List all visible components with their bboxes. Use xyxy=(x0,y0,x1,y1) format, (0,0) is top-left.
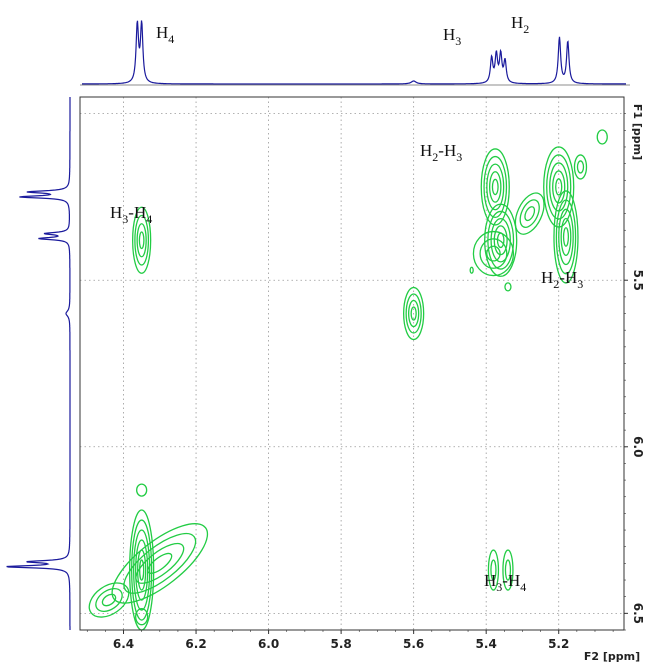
diagonal-ridge xyxy=(135,542,185,584)
diagonal-peak-6-35 xyxy=(131,519,153,621)
plot-border xyxy=(79,96,625,631)
small-contour xyxy=(136,483,148,497)
cross-peak-label: H3-H4 xyxy=(110,203,152,226)
projection-peak-label: H3 xyxy=(443,25,461,48)
grid-lines xyxy=(80,97,624,630)
f1-axis-label: F1 [ppm] xyxy=(631,104,644,160)
cross-peak-h3-h4-upper xyxy=(138,231,145,250)
cross-peak-h2-h3-c xyxy=(479,238,508,269)
f2-projection-trace xyxy=(82,20,626,85)
cross-peak-h2-h3-a xyxy=(491,178,499,196)
diagonal-peak-5-60 xyxy=(408,299,420,328)
f1-tick-label: 6.0 xyxy=(631,436,645,457)
diagonal-peak-5-60 xyxy=(410,306,417,321)
cross-peak-h2-h3-c xyxy=(472,230,515,277)
cross-peak-tail xyxy=(573,154,588,180)
cross-peak-h3-h4-lower-a xyxy=(490,559,497,581)
cross-peak-h2-h3-a xyxy=(486,163,505,211)
projection-peak-labels: H4 H3 H2 xyxy=(156,13,529,48)
cross-peak-h2-h3-e xyxy=(553,190,579,284)
f2-projection-panel xyxy=(82,20,626,85)
cross-peak-label: H2-H3 xyxy=(541,268,583,291)
diagonal-peak-5-60 xyxy=(403,286,425,341)
diagonal-ridge xyxy=(147,552,173,574)
cross-peak-h3-h4-upper xyxy=(136,223,147,258)
cross-peak-h2-h3-d xyxy=(555,178,563,196)
cross-peak-h2-h3-e xyxy=(560,217,572,256)
diagonal-ridge xyxy=(111,523,209,604)
cross-peak-h2-h3-c xyxy=(486,245,501,262)
diagonal-peak-6-35 xyxy=(133,529,151,611)
cross-peak-label: H2-H3 xyxy=(420,141,462,164)
cross-peak-h2-h3-e xyxy=(555,199,577,275)
cross-peak-h2-h3-b xyxy=(490,217,511,263)
diagonal-ridge-lower xyxy=(88,582,130,618)
f2-tick-label: 6.2 xyxy=(185,637,206,651)
cross-peak-h3-h4-upper xyxy=(132,206,152,274)
cross-peak-h2-h3-b xyxy=(493,225,508,256)
f2-tick-label: 5.6 xyxy=(403,637,424,651)
cross-peak-h2-h3-e xyxy=(558,208,574,266)
cross-peak-h3-h4-lower-b xyxy=(504,559,512,581)
f2-tick-label: 6.4 xyxy=(113,637,134,651)
cross-peak-bridge xyxy=(514,192,545,235)
contour-plot xyxy=(88,129,608,631)
diagonal-ridge-lower xyxy=(95,588,123,613)
diagonal-ridge xyxy=(123,532,197,594)
cross-peak-h2-h3-a xyxy=(480,148,510,226)
cross-peak-h2-h3-e xyxy=(562,227,570,247)
small-contour xyxy=(135,608,149,626)
cross-peak-h2-h3-a xyxy=(489,171,502,203)
projection-peak-label: H4 xyxy=(156,23,174,46)
diagonal-peak-5-60 xyxy=(405,293,422,334)
cross-peak-h2-h3-d xyxy=(552,170,566,204)
projection-peak-label: H2 xyxy=(511,13,529,36)
cross-peak-h3-h4-upper xyxy=(134,214,150,266)
f1-projection-panel xyxy=(6,97,71,630)
f1-axis-ticks: 5.5 6.0 6.5 xyxy=(624,113,645,631)
cross-peak-labels: H3-H4 H2-H3 H2-H3 H3-H4 xyxy=(110,141,583,594)
diagonal-ridge-lower xyxy=(101,593,117,607)
f1-tick-label: 5.5 xyxy=(631,270,645,291)
cross-peak-label: H3-H4 xyxy=(484,571,526,594)
cross-peak-h2-h3-d xyxy=(546,154,572,220)
cross-peak-tail xyxy=(576,160,585,174)
small-contour xyxy=(504,282,512,292)
cross-peak-bridge xyxy=(519,199,540,228)
f2-tick-label: 5.2 xyxy=(548,637,569,651)
f2-tick-label: 5.8 xyxy=(330,637,351,651)
f1-tick-label: 6.5 xyxy=(631,603,645,624)
cross-peak-h3-h4-lower-b xyxy=(502,549,514,591)
f2-axis-ticks: 6.4 6.2 6.0 5.8 5.6 5.4 5.2 xyxy=(86,630,614,651)
cross-peak-h2-h3-b xyxy=(484,203,518,277)
f2-tick-label: 5.4 xyxy=(476,637,497,651)
f1-projection-trace xyxy=(6,97,71,630)
cross-peak-bridge xyxy=(524,206,536,222)
f2-axis-label: F2 [ppm] xyxy=(584,650,640,663)
cross-peak-h3-h4-lower-a xyxy=(487,549,500,591)
f2-tick-label: 6.0 xyxy=(258,637,279,651)
cross-peak-h2-h3-a xyxy=(483,155,508,218)
diagonal-peak-6-35 xyxy=(139,559,145,581)
small-contour xyxy=(469,266,474,274)
small-contour xyxy=(596,129,608,145)
